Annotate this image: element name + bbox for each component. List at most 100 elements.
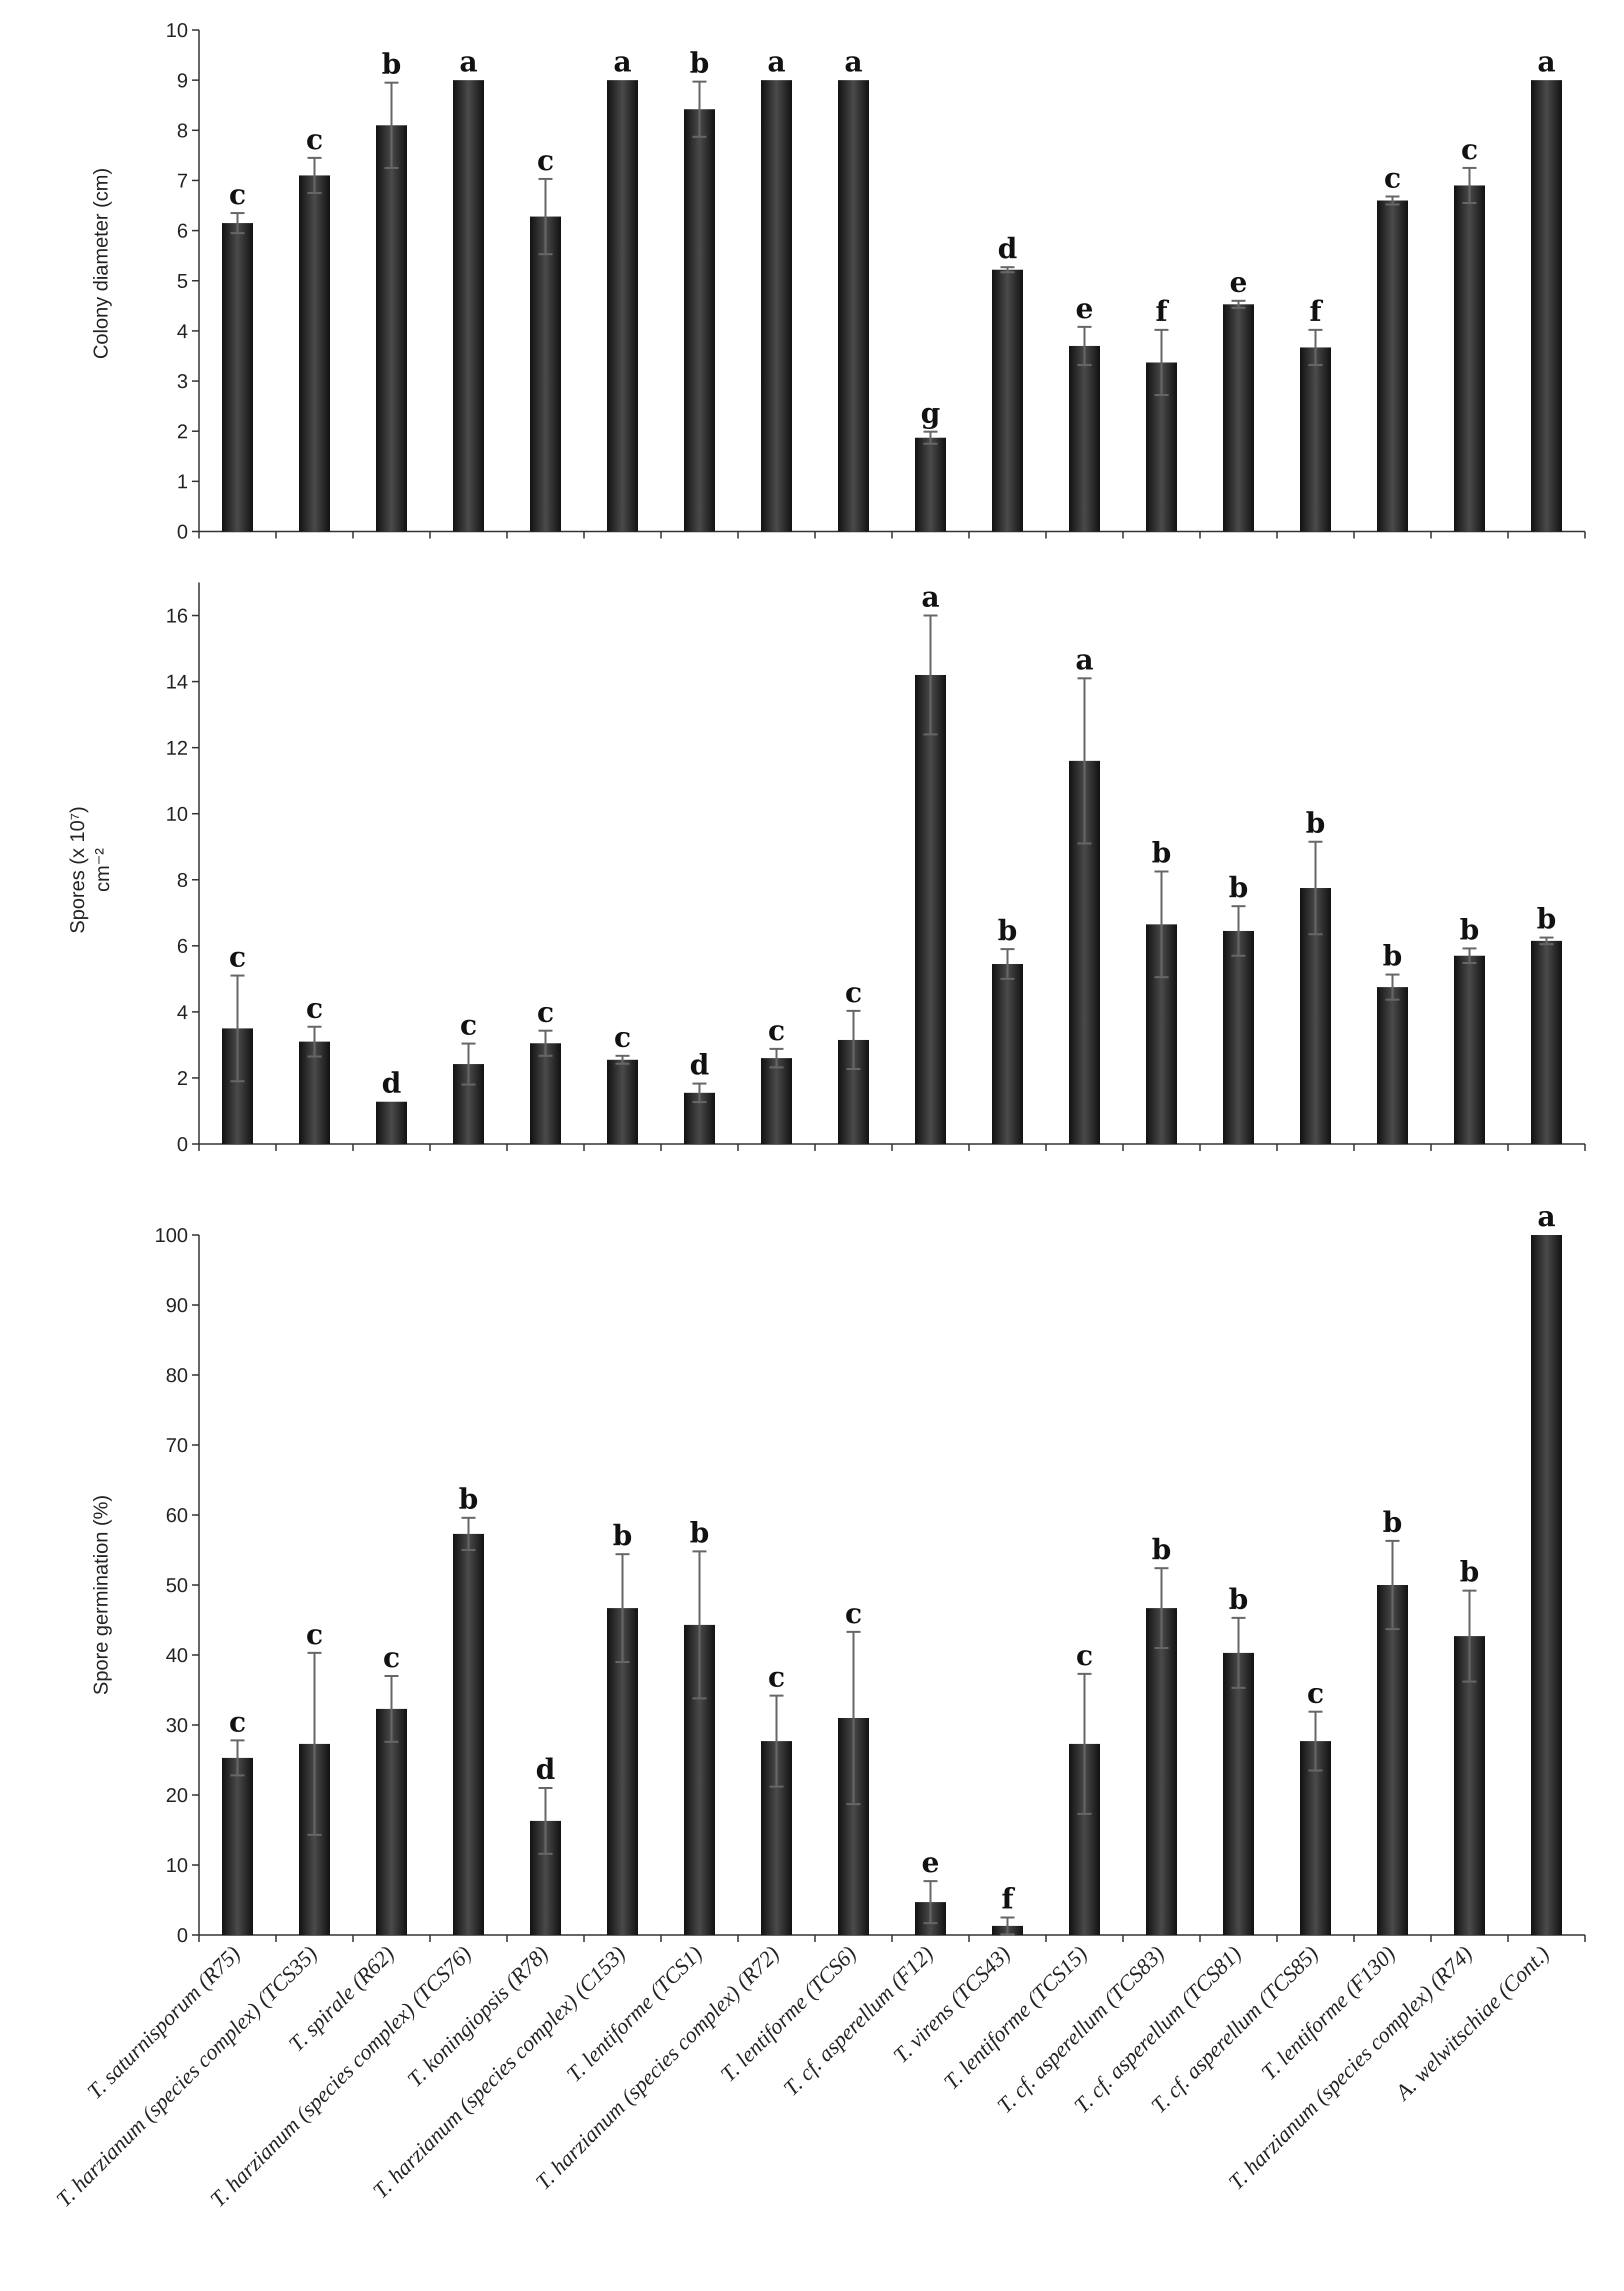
bar [838,80,869,532]
significance-letter: d [690,1048,709,1082]
error-bar [924,1880,938,1924]
error-bar [1540,936,1554,946]
y-tick-label: 50 [166,1574,188,1596]
bar [915,674,946,1144]
significance-letter: c [768,1660,785,1694]
significance-letter: f [1156,295,1170,328]
y-tick-label: 6 [177,936,188,958]
bar [1069,346,1100,532]
error-bar [308,156,322,194]
y-tick-label: 2 [177,420,188,442]
error-bar [1232,1616,1246,1689]
y-axis-label: Spores (x 10⁷) [66,806,88,934]
y-tick-label: 10 [166,20,188,42]
significance-letter: c [229,178,246,211]
bar [607,80,638,532]
bar [376,125,407,532]
significance-letter: b [1152,1533,1171,1566]
error-bar [1308,328,1322,366]
category-label: T. lentiforme (TCS15) [939,1941,1092,2094]
significance-letter: a [1538,45,1556,78]
error-bar [770,1694,784,1788]
significance-letter: d [382,1066,401,1100]
y-tick-label: 70 [166,1434,188,1456]
bar [1531,80,1562,532]
significance-letter: c [845,976,862,1009]
significance-letter: b [1460,1556,1479,1588]
significance-letter: c [537,144,554,177]
y-tick-label: 7 [177,170,188,192]
error-bar [308,1652,322,1836]
significance-letter: c [768,1014,785,1047]
significance-letter: c [383,1641,400,1674]
error-bar [692,1082,706,1104]
error-bar [230,212,244,234]
significance-letter: f [1310,295,1324,328]
significance-letter: b [690,46,709,80]
bar [530,1043,561,1144]
colony-diameter-chart: Colony diameter (cm) 0 1 2 3 4 5 6 7 8 9 10 c c b a c a b… [90,20,1586,543]
significance-letter: b [1460,914,1479,946]
error-bar [1000,1916,1014,1936]
y-tick-label: 16 [166,605,188,627]
error-bar [1462,1590,1476,1683]
significance-letter: b [1536,902,1556,936]
error-bar [384,1675,398,1743]
y-tick-label: 60 [166,1504,188,1526]
bar [376,1708,407,1935]
error-bar [1462,166,1476,204]
significance-letter: c [306,123,323,156]
bar [992,964,1023,1144]
category-label: T. koningiopsis (R78) [402,1941,553,2092]
bar [222,223,253,532]
significance-letter: a [460,45,478,78]
error-bar [538,1787,552,1855]
error-bar [384,82,398,169]
significance-letter: c [1384,162,1401,194]
significance-letter: b [458,1483,478,1516]
bar [1146,1608,1177,1935]
significance-letter: e [1230,266,1248,299]
bar [1454,1636,1485,1935]
error-bar [230,974,244,1082]
error-bar [692,1550,706,1700]
significance-letter: b [612,1519,632,1552]
error-bar [1308,840,1322,936]
bar [1531,940,1562,1144]
y-tick-label: 0 [177,1134,188,1156]
error-bar [692,80,706,138]
error-bar [1154,870,1168,978]
significance-letter: c [1307,1676,1324,1710]
y-tick-label: 40 [166,1644,188,1666]
error-bar [616,1054,630,1065]
significance-letter: b [382,48,401,80]
significance-letter: b [1382,1506,1402,1539]
error-bar [924,614,938,736]
error-bar [846,1010,860,1070]
significance-letter: g [920,396,940,430]
bar [299,1042,330,1144]
significance-letter: a [768,45,786,78]
error-bar [462,1042,476,1086]
spore-germination-chart: Spore germination (%) 0 10 20 30 40 50 60 70 80 9… [52,1200,1586,2212]
error-bar [1386,1540,1400,1630]
significance-letter: b [1382,940,1402,972]
y-tick-label: 90 [166,1294,188,1316]
error-bar [616,1553,630,1663]
bar [453,1534,484,1935]
y-tick-label: 8 [177,120,188,142]
error-bar [1386,974,1400,1001]
bar [992,270,1023,532]
y-tick-label: 3 [177,370,188,392]
significance-letter: b [1228,1583,1248,1616]
significance-letter: a [1538,1200,1556,1233]
y-tick-label: 10 [166,803,188,825]
error-bar [1232,300,1246,309]
bar [1377,1585,1408,1935]
y-tick-label: 5 [177,270,188,292]
error-bar [1078,326,1092,366]
bar [1377,987,1408,1144]
error-bar [1462,947,1476,964]
error-bar [1078,677,1092,844]
